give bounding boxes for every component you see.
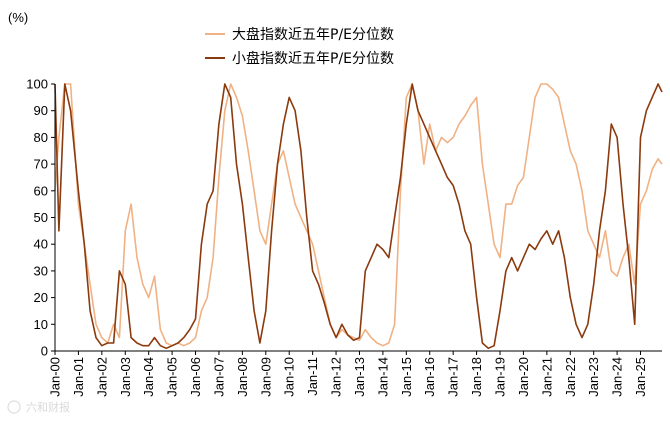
watermark-text: 六和财报 xyxy=(26,400,70,414)
y-tick-label: 30 xyxy=(34,263,48,278)
watermark: 六和财报 xyxy=(7,400,70,414)
y-tick-label: 80 xyxy=(34,130,48,145)
x-tick-label: Jan-22 xyxy=(563,357,578,397)
x-tick-label: Jan-06 xyxy=(188,357,203,397)
x-tick-label: Jan-25 xyxy=(633,357,648,397)
y-axis: 0 10 20 30 40 50 60 70 80 90 100 xyxy=(26,77,56,359)
y-tick-label: 40 xyxy=(34,237,48,252)
y-tick-label: 70 xyxy=(34,157,48,172)
x-tick-label: Jan-04 xyxy=(141,357,156,397)
x-tick-label: Jan-14 xyxy=(375,357,390,397)
x-tick-label: Jan-11 xyxy=(305,357,320,396)
x-tick-label: Jan-17 xyxy=(446,357,461,397)
legend-label-large-cap: 大盘指数近五年P/E分位数 xyxy=(232,26,394,43)
x-tick-label: Jan-23 xyxy=(586,357,601,397)
y-tick-label: 10 xyxy=(34,317,48,332)
legend-label-small-cap: 小盘指数近五年P/E分位数 xyxy=(232,50,394,67)
x-tick-label: Jan-13 xyxy=(352,357,367,397)
x-tick-label: Jan-16 xyxy=(422,357,437,397)
x-tick-label: Jan-05 xyxy=(165,357,180,397)
x-tick-label: Jan-18 xyxy=(469,357,484,397)
y-tick-label: 50 xyxy=(34,210,48,225)
legend: 大盘指数近五年P/E分位数 小盘指数近五年P/E分位数 xyxy=(205,26,394,67)
y-tick-label: 0 xyxy=(41,344,48,359)
y-unit-label: (%) xyxy=(8,10,28,25)
x-tick-label: Jan-09 xyxy=(258,357,273,397)
x-tick-label: Jan-21 xyxy=(539,357,554,397)
y-tick-label: 100 xyxy=(26,77,48,92)
x-tick-label: Jan-01 xyxy=(71,357,86,397)
x-tick-label: Jan-02 xyxy=(94,357,109,397)
x-tick-label: Jan-12 xyxy=(329,357,344,397)
series-line-large-cap xyxy=(54,83,663,347)
y-tick-label: 90 xyxy=(34,103,48,118)
y-tick-label: 60 xyxy=(34,183,48,198)
series-line-small-cap xyxy=(54,83,663,350)
y-tick-label: 20 xyxy=(34,290,48,305)
watermark-logo-icon xyxy=(7,400,21,414)
x-tick-label: Jan-20 xyxy=(516,357,531,397)
x-tick-label: Jan-24 xyxy=(610,357,625,397)
x-tick-label: Jan-08 xyxy=(235,357,250,397)
x-tick-label: Jan-03 xyxy=(118,357,133,397)
x-axis: Jan-00 Jan-01 Jan-02 Jan-03 Jan-04 Jan-05 Jan-… xyxy=(48,350,662,397)
x-tick-label: Jan-15 xyxy=(399,357,414,397)
x-tick-label: Jan-07 xyxy=(211,357,226,397)
x-tick-label: Jan-19 xyxy=(493,357,508,397)
x-tick-label: Jan-00 xyxy=(48,357,63,397)
plot-area xyxy=(54,83,663,350)
x-tick-label: Jan-10 xyxy=(282,357,297,397)
